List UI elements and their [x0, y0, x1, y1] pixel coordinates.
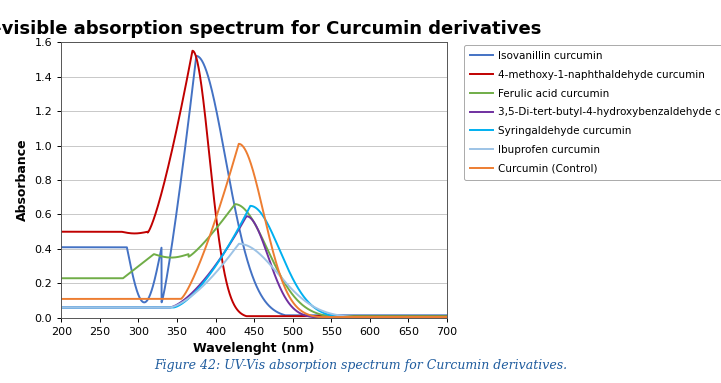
- Curcumin (Control): [101, 296, 110, 301]
- 4-methoxy-1-naphthaldehyde curcumin: [205, 153, 213, 157]
- Curcumin (Control): [315, 315, 324, 319]
- Ferulic acid curcumin: [443, 314, 451, 319]
- Isovanillin curcumin: [281, 313, 290, 318]
- Line: Syringaldehyde curcumin: Syringaldehyde curcumin: [61, 206, 447, 317]
- X-axis label: Wavelenght (nm): Wavelenght (nm): [193, 342, 315, 355]
- Syringaldehyde curcumin: [57, 305, 66, 310]
- 4-methoxy-1-naphthaldehyde curcumin: [124, 231, 133, 235]
- Isovanillin curcumin: [57, 245, 66, 250]
- Ibuprofen curcumin: [101, 305, 110, 310]
- 4-methoxy-1-naphthaldehyde curcumin: [435, 314, 444, 319]
- Curcumin (Control): [205, 235, 213, 240]
- Ibuprofen curcumin: [435, 315, 444, 319]
- Curcumin (Control): [443, 315, 451, 319]
- Ferulic acid curcumin: [221, 214, 230, 218]
- Syringaldehyde curcumin: [221, 248, 230, 252]
- Isovanillin curcumin: [205, 78, 213, 83]
- Curcumin (Control): [57, 296, 66, 301]
- Syringaldehyde curcumin: [435, 315, 444, 319]
- Y-axis label: Absorbance: Absorbance: [16, 139, 29, 221]
- Curcumin (Control): [221, 185, 230, 189]
- Isovanillin curcumin: [124, 252, 133, 256]
- Curcumin (Control): [124, 296, 133, 301]
- 3,5-Di-tert-butyl-4-hydroxybenzaldehyde curcumin: [124, 305, 133, 310]
- Line: Ibuprofen curcumin: Ibuprofen curcumin: [61, 244, 447, 317]
- Line: Isovanillin curcumin: Isovanillin curcumin: [61, 56, 447, 315]
- Syringaldehyde curcumin: [124, 305, 133, 310]
- Curcumin (Control): [394, 315, 402, 319]
- Syringaldehyde curcumin: [101, 305, 110, 310]
- 4-methoxy-1-naphthaldehyde curcumin: [222, 278, 231, 283]
- Title: UV-visible absorption spectrum for Curcumin derivatives: UV-visible absorption spectrum for Curcu…: [0, 20, 541, 38]
- Ibuprofen curcumin: [124, 305, 133, 310]
- Line: 3,5-Di-tert-butyl-4-hydroxybenzaldehyde curcumin: 3,5-Di-tert-butyl-4-hydroxybenzaldehyde …: [61, 216, 447, 317]
- Ferulic acid curcumin: [231, 202, 239, 206]
- 4-methoxy-1-naphthaldehyde curcumin: [57, 229, 66, 234]
- Ferulic acid curcumin: [124, 272, 133, 277]
- Isovanillin curcumin: [101, 245, 110, 250]
- Ibuprofen curcumin: [234, 242, 243, 246]
- Line: 4-methoxy-1-naphthaldehyde curcumin: 4-methoxy-1-naphthaldehyde curcumin: [61, 51, 447, 316]
- 3,5-Di-tert-butyl-4-hydroxybenzaldehyde curcumin: [221, 248, 230, 252]
- 4-methoxy-1-naphthaldehyde curcumin: [242, 314, 251, 319]
- 4-methoxy-1-naphthaldehyde curcumin: [101, 229, 110, 234]
- Syringaldehyde curcumin: [394, 315, 402, 319]
- Ibuprofen curcumin: [443, 315, 451, 319]
- 3,5-Di-tert-butyl-4-hydroxybenzaldehyde curcumin: [205, 271, 213, 276]
- 4-methoxy-1-naphthaldehyde curcumin: [394, 314, 402, 319]
- Line: Curcumin (Control): Curcumin (Control): [61, 144, 447, 317]
- Ibuprofen curcumin: [57, 305, 66, 310]
- Legend: Isovanillin curcumin, 4-methoxy-1-naphthaldehyde curcumin, Ferulic acid curcumin: Isovanillin curcumin, 4-methoxy-1-naphth…: [464, 44, 721, 180]
- Text: Figure 42: UV-Vis absorption spectrum for Curcumin derivatives.: Figure 42: UV-Vis absorption spectrum fo…: [154, 359, 567, 372]
- 4-methoxy-1-naphthaldehyde curcumin: [188, 49, 197, 53]
- Curcumin (Control): [234, 142, 243, 146]
- Ferulic acid curcumin: [324, 314, 333, 319]
- Line: Ferulic acid curcumin: Ferulic acid curcumin: [61, 204, 447, 316]
- Isovanillin curcumin: [394, 313, 402, 318]
- 3,5-Di-tert-butyl-4-hydroxybenzaldehyde curcumin: [443, 315, 451, 319]
- Syringaldehyde curcumin: [246, 204, 255, 208]
- Ibuprofen curcumin: [394, 315, 402, 319]
- Syringaldehyde curcumin: [205, 273, 213, 277]
- Ferulic acid curcumin: [101, 276, 110, 280]
- 3,5-Di-tert-butyl-4-hydroxybenzaldehyde curcumin: [242, 214, 251, 219]
- Isovanillin curcumin: [192, 54, 200, 58]
- Curcumin (Control): [435, 315, 444, 319]
- Isovanillin curcumin: [435, 313, 444, 318]
- 3,5-Di-tert-butyl-4-hydroxybenzaldehyde curcumin: [57, 305, 66, 310]
- 3,5-Di-tert-butyl-4-hydroxybenzaldehyde curcumin: [394, 315, 402, 319]
- 3,5-Di-tert-butyl-4-hydroxybenzaldehyde curcumin: [309, 315, 317, 319]
- Ferulic acid curcumin: [435, 314, 444, 319]
- Ferulic acid curcumin: [205, 234, 213, 239]
- Syringaldehyde curcumin: [337, 315, 346, 319]
- Ibuprofen curcumin: [205, 277, 213, 282]
- 3,5-Di-tert-butyl-4-hydroxybenzaldehyde curcumin: [435, 315, 444, 319]
- Isovanillin curcumin: [443, 313, 451, 318]
- Ferulic acid curcumin: [57, 276, 66, 280]
- Ferulic acid curcumin: [394, 314, 402, 319]
- Ibuprofen curcumin: [221, 258, 230, 263]
- Isovanillin curcumin: [222, 159, 231, 164]
- Ibuprofen curcumin: [350, 315, 358, 319]
- 4-methoxy-1-naphthaldehyde curcumin: [443, 314, 451, 319]
- 3,5-Di-tert-butyl-4-hydroxybenzaldehyde curcumin: [101, 305, 110, 310]
- Syringaldehyde curcumin: [443, 315, 451, 319]
